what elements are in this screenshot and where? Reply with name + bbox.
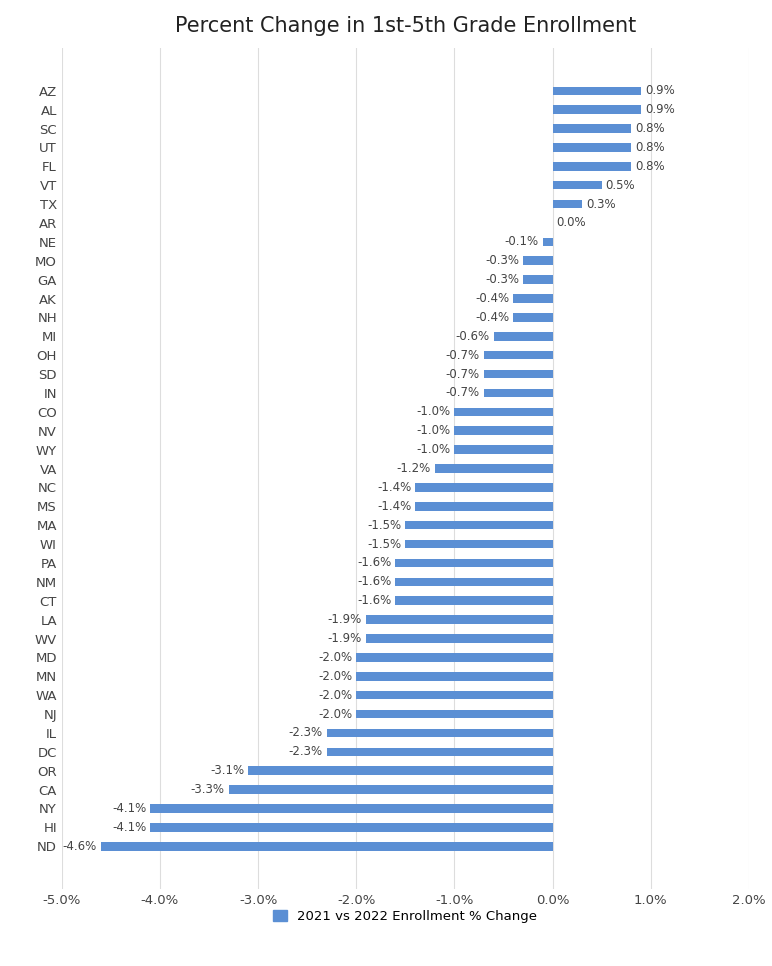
Bar: [101, 842, 553, 850]
Text: -1.9%: -1.9%: [328, 632, 362, 645]
Bar: [356, 672, 553, 680]
Bar: [415, 483, 553, 492]
Bar: [484, 388, 553, 397]
Text: -0.7%: -0.7%: [445, 368, 480, 381]
Bar: [435, 465, 553, 472]
Bar: [484, 370, 553, 379]
Bar: [553, 125, 631, 132]
Text: 0.9%: 0.9%: [645, 103, 675, 116]
Text: -0.7%: -0.7%: [445, 349, 480, 361]
Bar: [523, 257, 553, 265]
Bar: [356, 653, 553, 662]
Text: -3.1%: -3.1%: [210, 764, 244, 778]
Text: -2.0%: -2.0%: [318, 689, 352, 701]
Bar: [366, 615, 553, 624]
Bar: [523, 275, 553, 284]
Text: -2.0%: -2.0%: [318, 707, 352, 721]
Bar: [415, 502, 553, 511]
Bar: [543, 238, 553, 246]
Bar: [327, 748, 553, 756]
Bar: [553, 162, 631, 171]
Bar: [356, 710, 553, 719]
Bar: [455, 408, 553, 416]
Text: -1.0%: -1.0%: [416, 443, 450, 456]
Bar: [366, 635, 553, 642]
Text: -4.1%: -4.1%: [112, 802, 146, 815]
Bar: [484, 351, 553, 359]
Title: Percent Change in 1st-5th Grade Enrollment: Percent Change in 1st-5th Grade Enrollme…: [174, 15, 636, 36]
Text: -0.4%: -0.4%: [476, 292, 510, 305]
Text: -4.1%: -4.1%: [112, 821, 146, 834]
Text: -0.1%: -0.1%: [505, 236, 539, 248]
Bar: [395, 596, 553, 605]
Bar: [405, 540, 553, 549]
Text: -1.6%: -1.6%: [357, 556, 391, 569]
Bar: [229, 785, 553, 794]
Text: -1.2%: -1.2%: [397, 462, 431, 475]
Text: 0.0%: 0.0%: [557, 216, 586, 230]
Text: 0.8%: 0.8%: [635, 141, 665, 154]
Text: -1.0%: -1.0%: [416, 406, 450, 418]
Bar: [513, 313, 553, 322]
Bar: [356, 691, 553, 699]
Text: 0.8%: 0.8%: [635, 122, 665, 135]
Bar: [395, 578, 553, 586]
Bar: [150, 823, 553, 832]
Text: -1.9%: -1.9%: [328, 613, 362, 626]
Bar: [395, 558, 553, 567]
Legend: 2021 vs 2022 Enrollment % Change: 2021 vs 2022 Enrollment % Change: [268, 904, 543, 928]
Bar: [553, 200, 582, 209]
Text: 0.8%: 0.8%: [635, 159, 665, 173]
Text: -1.6%: -1.6%: [357, 576, 391, 588]
Bar: [150, 805, 553, 812]
Text: -0.7%: -0.7%: [445, 386, 480, 400]
Text: -0.3%: -0.3%: [485, 273, 519, 286]
Text: -1.5%: -1.5%: [367, 519, 401, 531]
Text: -2.0%: -2.0%: [318, 669, 352, 683]
Text: -1.4%: -1.4%: [377, 481, 411, 494]
Bar: [327, 728, 553, 737]
Text: -2.3%: -2.3%: [289, 746, 323, 758]
Text: -2.3%: -2.3%: [289, 726, 323, 739]
Text: 0.5%: 0.5%: [605, 179, 635, 191]
Text: -2.0%: -2.0%: [318, 651, 352, 664]
Text: -0.3%: -0.3%: [485, 254, 519, 268]
Text: -1.5%: -1.5%: [367, 537, 401, 551]
Text: -1.4%: -1.4%: [377, 499, 411, 513]
Bar: [553, 105, 641, 114]
Bar: [405, 521, 553, 529]
Text: 0.9%: 0.9%: [645, 84, 675, 98]
Text: 0.3%: 0.3%: [586, 198, 615, 211]
Bar: [513, 295, 553, 302]
Bar: [553, 181, 601, 189]
Text: -0.4%: -0.4%: [476, 311, 510, 324]
Text: -1.6%: -1.6%: [357, 594, 391, 608]
Bar: [493, 332, 553, 341]
Bar: [455, 426, 553, 435]
Text: -3.3%: -3.3%: [191, 783, 225, 796]
Text: -4.6%: -4.6%: [63, 839, 97, 853]
Bar: [455, 445, 553, 454]
Bar: [553, 87, 641, 95]
Text: -1.0%: -1.0%: [416, 424, 450, 438]
Bar: [249, 766, 553, 775]
Text: -0.6%: -0.6%: [455, 329, 489, 343]
Bar: [553, 143, 631, 152]
